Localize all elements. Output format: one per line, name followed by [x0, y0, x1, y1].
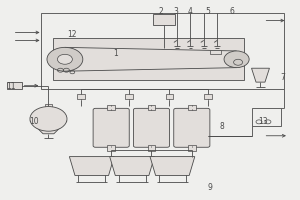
Text: 13: 13 [259, 117, 268, 126]
Text: 11: 11 [6, 82, 16, 91]
Polygon shape [110, 157, 154, 175]
Bar [45, 104, 52, 109]
Bar [153, 14, 176, 25]
Text: 3: 3 [173, 7, 178, 16]
Bar [148, 145, 155, 151]
Text: 10: 10 [29, 117, 38, 126]
Circle shape [47, 47, 83, 71]
Text: 5: 5 [206, 7, 211, 16]
Text: 4: 4 [188, 7, 193, 16]
Circle shape [224, 51, 249, 68]
Text: 12: 12 [68, 30, 77, 39]
Text: 1: 1 [113, 49, 118, 58]
Bar [188, 145, 196, 151]
Text: 6: 6 [230, 7, 235, 16]
Bar [7, 82, 22, 89]
Text: 7: 7 [280, 73, 285, 82]
Bar [210, 50, 221, 54]
Bar [77, 94, 85, 99]
Text: 9: 9 [207, 183, 212, 192]
Bar [166, 94, 173, 99]
Polygon shape [150, 157, 195, 175]
Bar [188, 105, 196, 110]
Bar [251, 108, 281, 126]
Circle shape [30, 107, 67, 131]
Polygon shape [69, 157, 114, 175]
Circle shape [57, 54, 72, 64]
Text: 2: 2 [158, 7, 163, 16]
Bar [204, 94, 212, 99]
Bar [107, 105, 115, 110]
Bar [53, 38, 244, 80]
FancyBboxPatch shape [134, 108, 169, 147]
FancyBboxPatch shape [93, 108, 129, 147]
Bar [41, 13, 284, 89]
Bar [148, 105, 155, 110]
Polygon shape [30, 121, 67, 134]
Bar [107, 145, 115, 151]
Text: 8: 8 [219, 122, 224, 131]
Polygon shape [251, 68, 269, 82]
FancyBboxPatch shape [174, 108, 210, 147]
Bar [125, 94, 133, 99]
